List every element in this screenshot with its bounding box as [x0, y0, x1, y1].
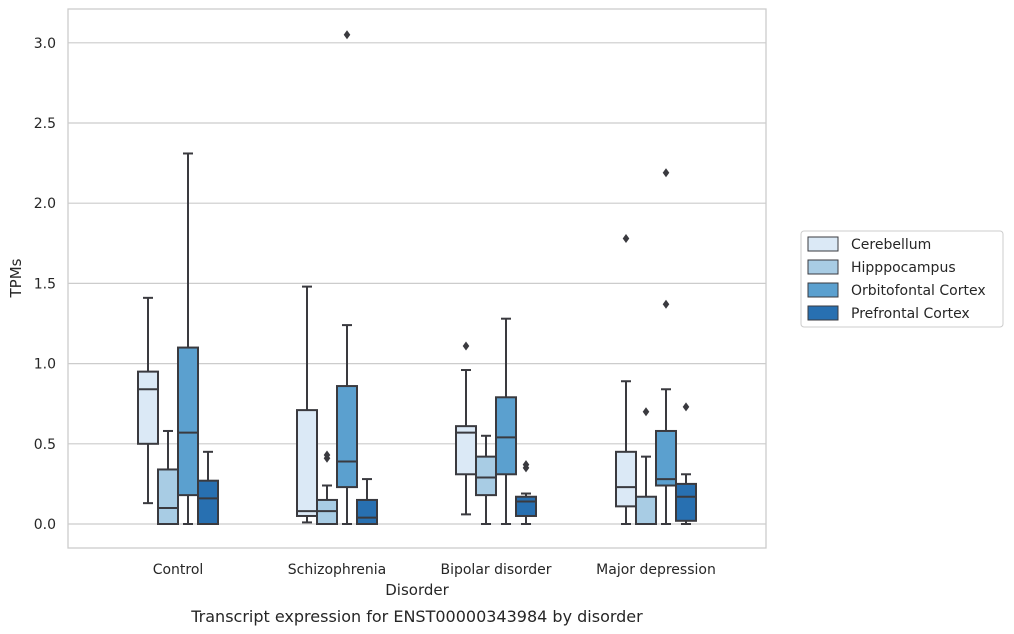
- box-cerebellum: [296, 285, 318, 524]
- chart-caption: Transcript expression for ENST0000034398…: [190, 607, 643, 626]
- box-body: [177, 346, 199, 497]
- box-body: [675, 482, 697, 522]
- box-orbitofontal-cortex: [495, 317, 517, 525]
- x-tick-label: Major depression: [596, 562, 716, 578]
- legend-swatch: [807, 236, 839, 252]
- box-cerebellum: [455, 341, 477, 516]
- outlier-point: [343, 30, 351, 40]
- box-body: [137, 370, 159, 445]
- y-tick-label: 0.5: [34, 437, 56, 453]
- y-tick-label: 2.0: [34, 196, 56, 212]
- box-cerebellum: [615, 233, 637, 525]
- outlier-point: [323, 450, 331, 460]
- legend-label: Orbitofontal Cortex: [851, 283, 986, 299]
- box-cerebellum: [137, 296, 159, 505]
- x-tick-label: Bipolar disorder: [440, 562, 551, 578]
- x-axis-ticks: Control Schizophrenia Bipolar disorder Majo…: [153, 562, 716, 578]
- box-body: [157, 468, 179, 525]
- legend-label: Hipppocampus: [851, 260, 956, 276]
- box-body: [296, 409, 318, 517]
- y-tick-label: 2.5: [34, 116, 56, 132]
- box-orbitofontal-cortex: [336, 30, 358, 525]
- box-body: [495, 396, 517, 476]
- y-axis-ticks: 0.0 0.5 1.0 1.5 2.0 2.5 3.0: [34, 36, 56, 533]
- box-body: [336, 385, 358, 489]
- y-tick-label: 1.5: [34, 276, 56, 292]
- outlier-point: [662, 299, 670, 309]
- box-series: [137, 30, 697, 526]
- box-prefrontal-cortex: [515, 460, 537, 525]
- y-tick-label: 3.0: [34, 36, 56, 52]
- legend-swatch: [807, 305, 839, 321]
- box-body: [356, 498, 378, 526]
- box-prefrontal-cortex: [197, 450, 219, 525]
- legend: Cerebellum Hipppocampus Orbitofontal Corte…: [800, 230, 1004, 328]
- x-axis-title: Disorder: [385, 581, 449, 599]
- box-prefrontal-cortex: [675, 402, 697, 525]
- x-tick-label: Control: [153, 562, 204, 578]
- outlier-point: [622, 233, 630, 243]
- legend-label: Cerebellum: [851, 237, 931, 253]
- legend-frame: [800, 230, 1004, 328]
- legend-swatch: [807, 282, 839, 298]
- outlier-point: [682, 402, 690, 412]
- box-prefrontal-cortex: [356, 478, 378, 526]
- legend-swatch: [807, 259, 839, 275]
- outlier-point: [662, 168, 670, 178]
- y-tick-label: 0.0: [34, 517, 56, 533]
- box-hipppocampus: [635, 407, 657, 525]
- box-hipppocampus: [316, 450, 338, 526]
- box-body: [197, 479, 219, 525]
- box-body: [475, 455, 497, 497]
- box-body: [615, 450, 637, 508]
- legend-label: Prefrontal Cortex: [851, 306, 970, 322]
- x-tick-label: Schizophrenia: [288, 562, 386, 578]
- y-tick-label: 1.0: [34, 357, 56, 373]
- box-orbitofontal-cortex: [655, 168, 677, 525]
- box-hipppocampus: [157, 429, 179, 525]
- outlier-point: [642, 407, 650, 417]
- box-body: [635, 495, 657, 525]
- box-body: [455, 425, 477, 476]
- box-hipppocampus: [475, 434, 497, 525]
- box-body: [655, 429, 677, 487]
- outlier-point: [522, 460, 530, 470]
- box-body: [515, 495, 537, 517]
- y-axis-title: TPMs: [7, 258, 25, 298]
- outlier-point: [462, 341, 470, 351]
- box-orbitofontal-cortex: [177, 152, 199, 525]
